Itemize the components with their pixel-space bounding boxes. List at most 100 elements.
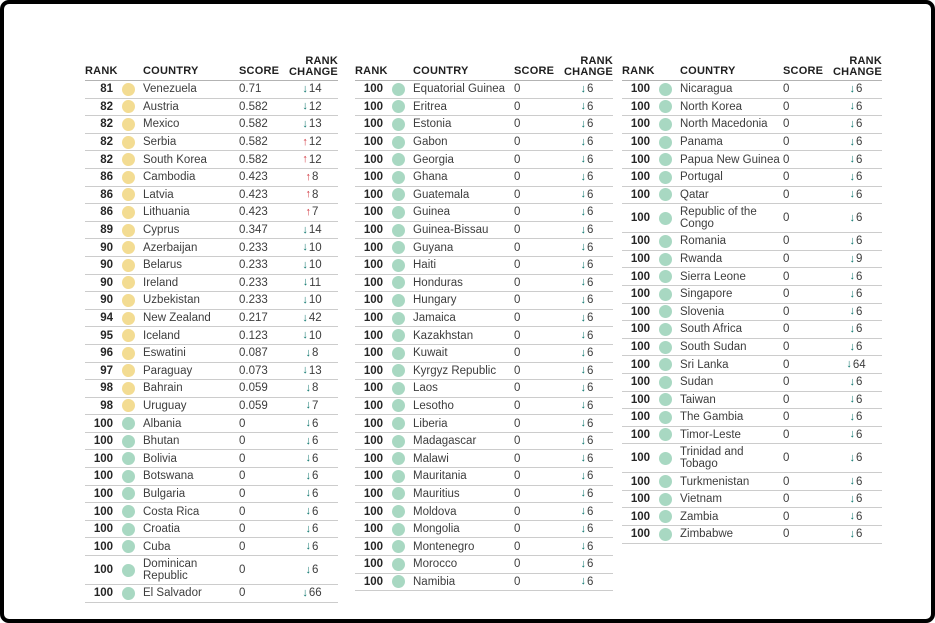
rank-down-arrow-icon: ↓ [302, 117, 308, 130]
rank-value: 100 [630, 452, 650, 465]
table-row: 100 Croatia 0 ↓ 6 [85, 521, 338, 539]
rank-change-value: 6 [587, 312, 594, 325]
teal-status-dot-icon [391, 346, 405, 360]
score-value: 0 [514, 312, 521, 325]
rank-value: 100 [363, 364, 383, 377]
score-value: 0 [239, 452, 246, 465]
rank-down-arrow-icon: ↓ [849, 322, 856, 335]
yellow-status-dot-icon [121, 311, 135, 325]
dot-cell [113, 135, 143, 149]
rank-change-value: 6 [856, 153, 863, 166]
rank-down-arrow-icon: ↓ [305, 399, 312, 412]
rank-down-arrow-icon: ↓ [305, 469, 312, 482]
score-value: 0.71 [239, 83, 262, 96]
rank-change-cell: ↓ 6 [561, 83, 613, 95]
table-row: 100 Slovenia 0 ↓ 6 [622, 304, 882, 322]
teal-status-dot-icon [658, 451, 672, 465]
table-row: 100 Equatorial Guinea 0 ↓ 6 [355, 81, 613, 99]
dot-cell [383, 117, 413, 131]
teal-status-dot-icon [658, 135, 672, 149]
rank-down-arrow-icon: ↓ [849, 135, 856, 148]
rank-change-cell: ↓ 14 [286, 83, 338, 95]
rank-value: 100 [363, 294, 383, 307]
rank-down-arrow-icon: ↓ [849, 510, 856, 523]
rank-value: 100 [630, 528, 650, 541]
teal-status-dot-icon [391, 170, 405, 184]
country-name: Uzbekistan [143, 294, 200, 307]
rank-down-arrow-icon: ↓ [302, 586, 308, 599]
dot-cell [113, 540, 143, 554]
yellow-status-dot-icon [121, 346, 135, 360]
teal-status-dot-icon [658, 170, 672, 184]
score-column-header: SCORE [514, 65, 555, 77]
score-value: 0 [514, 558, 521, 571]
dot-cell [113, 381, 143, 395]
dot-cell [113, 153, 143, 167]
rank-change-cell: ↓ 6 [286, 564, 338, 576]
rank-change-value: 10 [308, 241, 322, 254]
country-name: Georgia [413, 153, 454, 166]
rank-change-value: 6 [587, 487, 594, 500]
teal-status-dot-icon [658, 393, 672, 407]
rank-down-arrow-icon: ↓ [580, 469, 587, 482]
dot-cell [650, 117, 680, 131]
rank-down-arrow-icon: ↓ [849, 211, 856, 224]
rank-value: 82 [100, 100, 113, 113]
score-value: 0 [514, 487, 521, 500]
score-value: 0 [783, 475, 790, 488]
country-name: Lesotho [413, 399, 454, 412]
teal-status-dot-icon [121, 417, 135, 431]
rank-change-value: 6 [856, 411, 863, 424]
dot-cell [650, 82, 680, 96]
country-name: Kyrgyz Republic [413, 364, 497, 377]
score-value: 0 [514, 364, 521, 377]
rank-down-arrow-icon: ↓ [305, 563, 312, 576]
ranking-table-2: RANK COUNTRY SCORE RANK CHANGE 100 Equator… [355, 46, 613, 592]
rank-change-cell: ↓ 6 [561, 470, 613, 482]
rank-value: 95 [100, 329, 113, 342]
rank-change-value: 6 [856, 305, 863, 318]
score-value: 0 [783, 358, 790, 371]
rank-value: 100 [630, 171, 650, 184]
score-value: 0 [783, 528, 790, 541]
rank-change-value: 6 [587, 259, 594, 272]
table-row: 100 Guinea-Bissau 0 ↓ 6 [355, 222, 613, 240]
dot-cell [113, 293, 143, 307]
country-name: Cambodia [143, 171, 196, 184]
teal-status-dot-icon [658, 117, 672, 131]
teal-status-dot-icon [658, 270, 672, 284]
table-row: 100 Lesotho 0 ↓ 6 [355, 398, 613, 416]
rank-up-arrow-icon: ↑ [305, 188, 312, 201]
score-value: 0 [514, 224, 521, 237]
yellow-status-dot-icon [121, 276, 135, 290]
rank-change-value: 12 [308, 136, 322, 149]
rank-change-value: 6 [312, 487, 319, 500]
rank-down-arrow-icon: ↓ [302, 223, 308, 236]
rank-change-cell: ↓ 10 [286, 259, 338, 271]
rank-change-cell: ↓ 6 [561, 576, 613, 588]
teal-status-dot-icon [391, 293, 405, 307]
table-row: 100 Eritrea 0 ↓ 6 [355, 99, 613, 117]
teal-status-dot-icon [121, 540, 135, 554]
country-name: Latvia [143, 188, 174, 201]
rank-value: 100 [363, 417, 383, 430]
rank-down-arrow-icon: ↓ [580, 170, 587, 183]
score-value: 0 [239, 417, 246, 430]
score-value: 0.423 [239, 188, 268, 201]
teal-status-dot-icon [391, 241, 405, 255]
rank-down-arrow-icon: ↓ [580, 417, 587, 430]
rank-down-arrow-icon: ↓ [302, 276, 309, 289]
rank-value: 100 [363, 100, 383, 113]
rank-change-value: 8 [312, 382, 319, 395]
country-name: New Zealand [143, 312, 211, 325]
table-row: 96 Eswatini 0.087 ↓ 8 [85, 345, 338, 363]
dot-cell [113, 329, 143, 343]
rank-change-value: 6 [856, 100, 863, 113]
rank-value: 100 [630, 475, 650, 488]
table-row: 100 Dominican Republic 0 ↓ 6 [85, 556, 338, 586]
rank-change-value: 6 [587, 224, 594, 237]
table-row: 100 Zambia 0 ↓ 6 [622, 508, 882, 527]
rank-down-arrow-icon: ↓ [302, 293, 308, 306]
rank-value: 100 [363, 206, 383, 219]
rank-value: 100 [630, 341, 650, 354]
